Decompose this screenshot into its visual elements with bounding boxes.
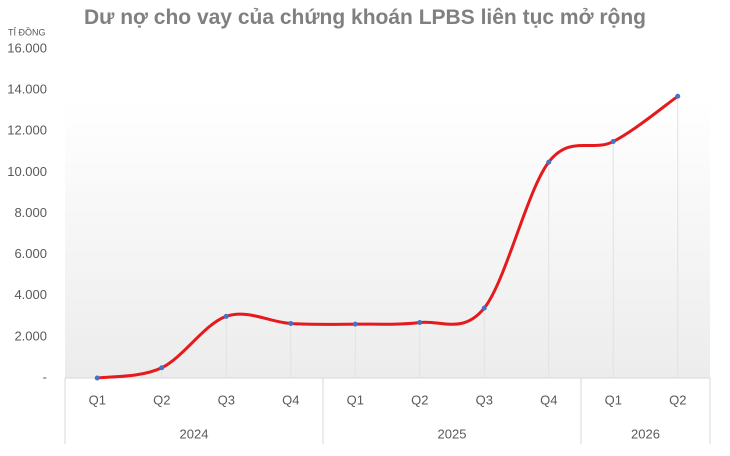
x-tick-label: Q2 <box>153 392 170 407</box>
y-tick-label: 10.000 <box>7 164 47 179</box>
x-tick-label: Q4 <box>282 392 299 407</box>
point <box>417 319 423 325</box>
point <box>352 321 358 327</box>
y-tick-label: 14.000 <box>7 82 47 97</box>
x-tick-label: Q4 <box>540 392 557 407</box>
group-label: 2024 <box>180 426 209 441</box>
point <box>94 375 100 381</box>
point <box>610 139 616 145</box>
point <box>481 305 487 311</box>
x-tick-label: Q3 <box>218 392 235 407</box>
line <box>97 95 679 380</box>
point <box>223 313 229 319</box>
y-tick-label: 4.000 <box>14 287 47 302</box>
y-tick-label: 16.000 <box>7 40 47 55</box>
group-label: 2026 <box>631 426 660 441</box>
x-tick-label: Q1 <box>605 392 622 407</box>
chart-title: Dư nợ cho vay của chứng khoán LPBS liên … <box>83 6 647 29</box>
y-tick-label: 8.000 <box>14 205 47 220</box>
point <box>159 365 165 371</box>
y-tick-label: - <box>43 369 47 384</box>
x-tick-label: Q1 <box>347 392 364 407</box>
point <box>288 321 294 327</box>
point <box>546 159 552 165</box>
x-tick-label: Q1 <box>89 392 106 407</box>
point <box>675 93 681 99</box>
y-axis-label: TỈ ĐỒNG <box>8 26 46 37</box>
y-tick-label: 2.000 <box>14 328 47 343</box>
group-label: 2025 <box>438 426 467 441</box>
x-tick-label: Q2 <box>411 392 428 407</box>
y-tick-label: 6.000 <box>14 246 47 261</box>
x-tick-label: Q3 <box>476 392 493 407</box>
x-tick-label: Q2 <box>669 392 686 407</box>
y-tick-label: 12.000 <box>7 123 47 138</box>
